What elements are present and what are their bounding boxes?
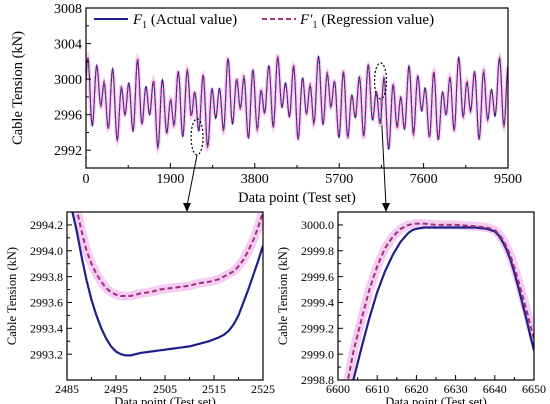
main-xtick-label: 3800 [241,172,269,187]
zoom_left-xtick-label: 2485 [55,382,79,396]
zoom_right-ytick-label: 2999.8 [301,244,334,258]
zoom_right-xtick-label: 6610 [365,382,389,396]
zoom_right-ytick-label: 2999.6 [301,270,334,284]
legend-regression-subscript: 1 [312,20,317,31]
zoom_right-ytick-label: 2998.8 [301,373,334,387]
zoom-arrowhead-right [382,203,390,212]
zoom_right-xtick-label: 6640 [483,382,507,396]
main-ytick-label: 3004 [54,37,82,52]
main-xtick-label: 7600 [410,172,438,187]
main-x-axis-label: Data point (Test set) [238,190,356,206]
main-xtick-label: 0 [83,172,90,187]
zoom-arrowhead-left [183,203,191,212]
zoom_right-ytick-label: 2999.2 [301,322,334,336]
zoom-left-chart: 2485 2495 2505 2515 2525 2993.2 2993.4 2993.6 29… [5,211,275,404]
main-regression-line [86,54,508,151]
main-ytick-label: 3008 [54,2,82,17]
zoom_left-xtick-label: 2505 [153,382,177,396]
zoom_left-x-axis-label: Data point (Test set) [114,395,216,404]
zoom_right-x-axis-label: Data point (Test set) [385,395,487,404]
legend-regression: F′1 (Regression value) [299,12,434,31]
zoom_right-ytick-label: 2999.4 [301,296,334,310]
zoom-right-chart: 6600 6610 6620 6630 6640 6650 2998.8 2999.0 2999… [276,211,546,404]
main-y-axis-label: Cable Tension (kN) [10,31,26,145]
main-ytick-label: 2996 [54,109,82,124]
zoom_left-ytick-label: 2993.4 [30,322,63,336]
main-chart: 0 1900 3800 5700 7600 9500 2992 2996 3000 3004 300… [10,2,522,206]
zoom_left-ytick-label: 2994.2 [30,218,63,232]
main-xtick-label: 9500 [494,172,522,187]
zoom_left-ytick-label: 2993.2 [30,347,63,361]
zoom_left-y-axis-label: Cable Tension (kN) [5,247,19,345]
series-regression-line [76,212,263,297]
series-regression-line [346,222,534,380]
zoom_left-xtick-label: 2525 [251,382,275,396]
legend-actual-text: (Actual value) [147,12,237,28]
zoom-ellipse-right [373,62,388,100]
legend-actual-symbol: F [132,12,143,28]
zoom-ellipse-left [190,118,204,156]
main-xtick-label: 1900 [156,172,184,187]
zoom_right-xtick-label: 6620 [404,382,428,396]
series-regression-band [72,212,263,301]
zoom_left-ytick-label: 2993.6 [30,296,63,310]
zoom_left-series-group [71,212,263,357]
zoom_right-xtick-label: 6650 [522,382,546,396]
legend: F1 (Actual value) F′1 (Regression value) [94,12,434,31]
zoom_left-frame [66,211,264,381]
zoom_left-xtick-label: 2515 [202,382,226,396]
legend-actual-subscript: 1 [142,20,147,31]
zoom_left-ytick-label: 2993.8 [30,270,63,284]
legend-regression-symbol: F′ [299,12,313,28]
zoom_right-ytick-label: 2999.0 [301,347,334,361]
zoom_right-ytick-label: 3000.0 [301,218,334,232]
main-series-group [86,49,508,155]
main-xtick-label: 5700 [325,172,353,187]
zoom_right-xtick-label: 6630 [444,382,468,396]
zoom-arrow-left [186,154,198,207]
zoom_left-ytick-label: 2994.0 [30,244,63,258]
series-actual-line [71,212,263,357]
zoom_right-series-group [343,219,534,380]
zoom_right-y-axis-label: Cable Tension (kN) [276,247,290,345]
zoom_left-xtick-label: 2495 [104,382,128,396]
zoom_right-xtick-label: 6600 [326,382,350,396]
series-actual-line [352,226,534,380]
legend-regression-text: (Regression value) [317,12,434,28]
legend-actual: F1 (Actual value) [132,12,237,31]
main-ytick-label: 3000 [54,73,82,88]
main-ytick-label: 2992 [54,144,82,159]
